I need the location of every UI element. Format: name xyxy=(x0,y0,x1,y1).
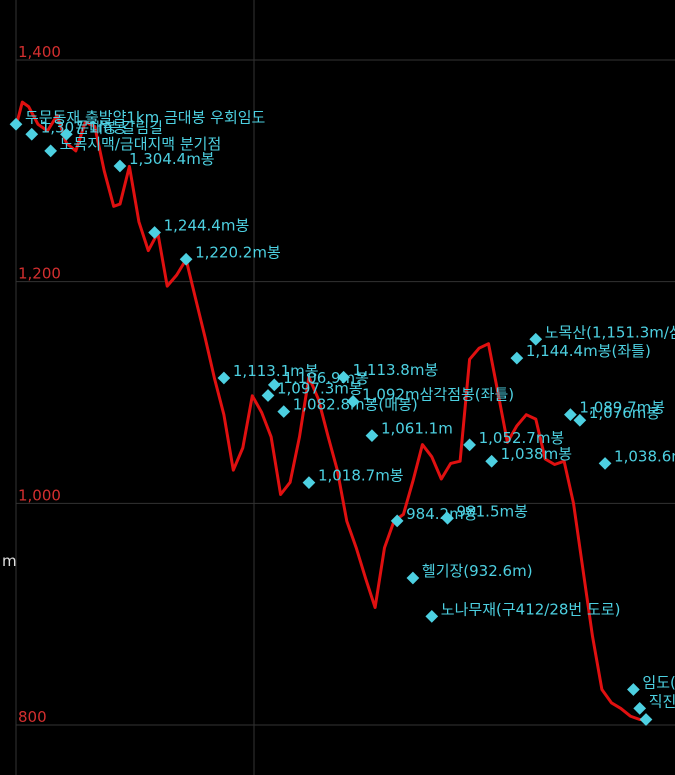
waypoint-marker[interactable] xyxy=(510,351,524,365)
waypoint[interactable]: 1,052.7m봉 xyxy=(463,429,565,452)
waypoint-marker[interactable] xyxy=(44,144,58,158)
waypoint[interactable]: 1,061.1m xyxy=(365,420,453,442)
waypoint-label: 1,304.4m봉 xyxy=(129,150,215,168)
waypoint[interactable]: 1,113.1m봉 xyxy=(217,362,319,385)
waypoint-label: 1,038.6m봉 xyxy=(614,447,675,465)
waypoint-marker[interactable] xyxy=(261,389,275,402)
waypoint-label: 1,076m봉 xyxy=(589,404,660,422)
waypoint-marker[interactable] xyxy=(9,117,23,131)
waypoint-label: 노나무재(구412/28번 도로) xyxy=(441,600,621,618)
waypoint-marker[interactable] xyxy=(485,454,499,468)
y-tick-label: 800 xyxy=(18,708,47,726)
y-tick-label: 1,200 xyxy=(18,265,61,283)
waypoint-marker[interactable] xyxy=(267,378,281,392)
waypoint-marker[interactable] xyxy=(302,476,316,489)
waypoint-label: 1,220.2m봉 xyxy=(195,243,281,261)
waypoint-marker[interactable] xyxy=(60,127,73,141)
waypoint-label: 1,038m봉 xyxy=(501,445,572,463)
waypoint-marker[interactable] xyxy=(277,405,291,418)
waypoint[interactable]: 1,113.8m봉 xyxy=(337,361,439,384)
waypoint-marker[interactable] xyxy=(463,438,476,452)
waypoint[interactable]: 1,097.3m봉 xyxy=(261,379,363,402)
waypoint-label: 노목지맥/금대지맥 분기점 xyxy=(60,135,222,153)
waypoint-marker[interactable] xyxy=(425,610,439,623)
y-axis-ticks: 1,400 1,200 1,000 800 xyxy=(18,43,61,726)
waypoint[interactable]: 헬기장(932.6m) xyxy=(406,562,533,585)
waypoint[interactable]: 1,307.1m봉 xyxy=(25,118,127,141)
waypoint-label: 1,061.1m xyxy=(381,420,453,438)
y-axis-label: m xyxy=(2,552,17,570)
waypoint[interactable]: 1,038m봉 xyxy=(485,445,572,468)
waypoint-label: 1,052.7m봉 xyxy=(479,429,565,447)
waypoint-marker[interactable] xyxy=(337,370,350,384)
waypoint-label: 1,089.7m봉 xyxy=(579,399,665,417)
waypoint-label: 1,113.8m봉 xyxy=(353,361,439,379)
waypoint[interactable]: 노목지맥/금대지맥 분기점 xyxy=(44,135,222,158)
waypoint[interactable]: 1,244.4m봉 xyxy=(148,216,250,239)
waypoint-label: 984.2m봉 xyxy=(406,505,477,523)
y-tick-label: 1,400 xyxy=(18,43,61,61)
waypoint-label: 1,018.7m봉 xyxy=(318,467,404,485)
waypoint-marker[interactable] xyxy=(25,127,39,141)
waypoint[interactable]: 문대봉 갈림길 xyxy=(60,118,163,141)
waypoint-label: 헬기장(932.6m) xyxy=(422,562,533,580)
waypoint-marker[interactable] xyxy=(346,395,360,408)
waypoint-label: 노목산(1,151.3m/삼각점) xyxy=(545,323,675,341)
waypoint-label: 1,144.4m봉(좌틀) xyxy=(526,342,651,360)
waypoint-marker[interactable] xyxy=(627,683,640,696)
waypoint[interactable]: 1,304.4m봉 xyxy=(113,150,215,173)
waypoint[interactable]: 1,092m삼각점봉(좌틀) xyxy=(346,385,514,408)
waypoint-marker[interactable] xyxy=(639,713,653,726)
waypoint-marker[interactable] xyxy=(365,429,379,442)
waypoint-label: 두문동재 출발약1km 금대봉 우회임도 xyxy=(25,108,266,126)
waypoint-label: 1,097.3m봉 xyxy=(277,379,363,397)
waypoint-label: 직진 xyxy=(649,692,675,710)
waypoint-label: 문대봉 갈림길 xyxy=(75,118,163,136)
waypoint-marker[interactable] xyxy=(148,226,161,239)
waypoint-label: 1,106.9m봉 xyxy=(283,369,369,387)
elevation-line xyxy=(14,100,648,721)
waypoint-label: 1,092m삼각점봉(좌틀) xyxy=(362,385,514,403)
waypoint-marker[interactable] xyxy=(406,571,420,585)
waypoint[interactable]: 1,220.2m봉 xyxy=(179,243,281,266)
waypoint[interactable] xyxy=(639,713,653,726)
waypoint[interactable]: 1,038.6m봉 xyxy=(598,447,675,470)
waypoint[interactable]: 1,018.7m봉 xyxy=(302,467,404,489)
y-tick-label: 1,000 xyxy=(18,486,61,504)
waypoint-marker[interactable] xyxy=(633,702,647,715)
waypoint-label: 1,307.1m봉 xyxy=(41,118,127,136)
waypoint-label: 981.5m봉 xyxy=(457,502,528,520)
waypoint-label: 1,244.4m봉 xyxy=(164,216,250,234)
waypoint[interactable]: 1,144.4m봉(좌틀) xyxy=(510,342,651,365)
waypoint[interactable]: 1,106.9m봉 xyxy=(267,369,369,392)
waypoint-marker[interactable] xyxy=(179,252,193,266)
waypoint[interactable]: 직진 xyxy=(633,692,675,715)
waypoint-label: 임도(평평) xyxy=(642,674,675,692)
waypoint-marker[interactable] xyxy=(113,159,127,173)
waypoint-marker[interactable] xyxy=(598,457,612,470)
waypoint-label: 1,113.1m봉 xyxy=(233,362,319,380)
waypoint-marker[interactable] xyxy=(217,371,231,385)
